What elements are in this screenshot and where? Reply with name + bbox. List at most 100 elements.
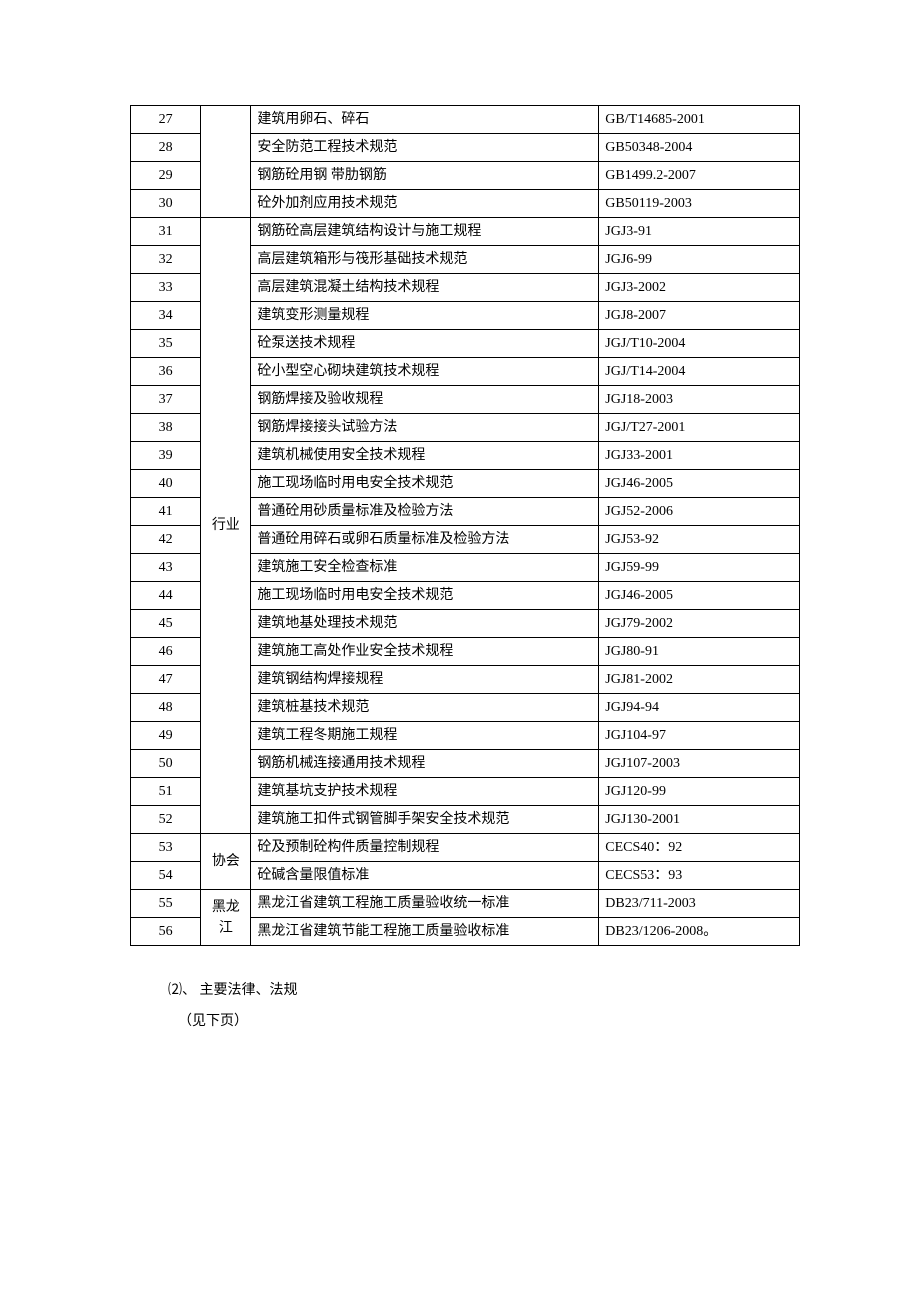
- standard-code: CECS40：92: [599, 834, 800, 862]
- standard-name: 黑龙江省建筑工程施工质量验收统一标准: [251, 890, 599, 918]
- row-number: 47: [131, 666, 201, 694]
- standard-name: 钢筋砼用钢 带肋钢筋: [251, 162, 599, 190]
- standard-code: JGJ81-2002: [599, 666, 800, 694]
- standard-name: 钢筋机械连接通用技术规程: [251, 750, 599, 778]
- row-number: 30: [131, 190, 201, 218]
- standard-name: 建筑地基处理技术规范: [251, 610, 599, 638]
- row-number: 54: [131, 862, 201, 890]
- standard-code: JGJ120-99: [599, 778, 800, 806]
- row-number: 46: [131, 638, 201, 666]
- standard-name: 普通砼用碎石或卵石质量标准及检验方法: [251, 526, 599, 554]
- row-number: 34: [131, 302, 201, 330]
- standard-code: DB23/711-2003: [599, 890, 800, 918]
- standard-name: 建筑施工安全检查标准: [251, 554, 599, 582]
- standard-name: 钢筋砼高层建筑结构设计与施工规程: [251, 218, 599, 246]
- standard-code: JGJ/T14-2004: [599, 358, 800, 386]
- standard-name: 建筑施工高处作业安全技术规程: [251, 638, 599, 666]
- standard-name: 钢筋焊接及验收规程: [251, 386, 599, 414]
- standard-name: 建筑基坑支护技术规程: [251, 778, 599, 806]
- standard-code: JGJ33-2001: [599, 442, 800, 470]
- row-number: 27: [131, 106, 201, 134]
- standard-name: 砼碱含量限值标准: [251, 862, 599, 890]
- standard-name: 黑龙江省建筑节能工程施工质量验收标准: [251, 918, 599, 946]
- row-number: 52: [131, 806, 201, 834]
- standard-code: JGJ6-99: [599, 246, 800, 274]
- row-number: 29: [131, 162, 201, 190]
- footer-section: ⑵、 主要法律、法规 （见下页）: [168, 976, 800, 1038]
- table-row: 31行业钢筋砼高层建筑结构设计与施工规程JGJ3-91: [131, 218, 800, 246]
- row-number: 38: [131, 414, 201, 442]
- row-number: 49: [131, 722, 201, 750]
- row-number: 40: [131, 470, 201, 498]
- standard-code: CECS53：93: [599, 862, 800, 890]
- standard-code: JGJ46-2005: [599, 470, 800, 498]
- row-number: 51: [131, 778, 201, 806]
- standard-code: JGJ52-2006: [599, 498, 800, 526]
- category-cell: [201, 106, 251, 218]
- standard-name: 砼泵送技术规程: [251, 330, 599, 358]
- standard-name: 建筑工程冬期施工规程: [251, 722, 599, 750]
- category-cell: 行业: [201, 218, 251, 834]
- table-row: 53协会砼及预制砼构件质量控制规程CECS40：92: [131, 834, 800, 862]
- standard-name: 砼小型空心砌块建筑技术规程: [251, 358, 599, 386]
- row-number: 41: [131, 498, 201, 526]
- row-number: 55: [131, 890, 201, 918]
- category-cell: 协会: [201, 834, 251, 890]
- standard-name: 建筑机械使用安全技术规程: [251, 442, 599, 470]
- category-cell: 黑龙江: [201, 890, 251, 946]
- standard-name: 普通砼用砂质量标准及检验方法: [251, 498, 599, 526]
- standard-code: JGJ3-91: [599, 218, 800, 246]
- standard-code: JGJ46-2005: [599, 582, 800, 610]
- row-number: 28: [131, 134, 201, 162]
- standard-code: JGJ104-97: [599, 722, 800, 750]
- table-row: 55黑龙江黑龙江省建筑工程施工质量验收统一标准DB23/711-2003: [131, 890, 800, 918]
- row-number: 56: [131, 918, 201, 946]
- standard-name: 建筑钢结构焊接规程: [251, 666, 599, 694]
- standard-code: JGJ3-2002: [599, 274, 800, 302]
- standard-name: 砼外加剂应用技术规范: [251, 190, 599, 218]
- row-number: 43: [131, 554, 201, 582]
- table-row: 27 建筑用卵石、碎石GB/T14685-2001: [131, 106, 800, 134]
- row-number: 35: [131, 330, 201, 358]
- row-number: 48: [131, 694, 201, 722]
- standard-code: GB50119-2003: [599, 190, 800, 218]
- row-number: 45: [131, 610, 201, 638]
- standards-table: 27 建筑用卵石、碎石GB/T14685-2001 28 安全防范工程技术规范GB50…: [130, 105, 800, 946]
- footer-line1: ⑵、 主要法律、法规: [168, 976, 800, 1007]
- standard-code: JGJ80-91: [599, 638, 800, 666]
- standard-code: GB50348-2004: [599, 134, 800, 162]
- standard-code: JGJ107-2003: [599, 750, 800, 778]
- row-number: 37: [131, 386, 201, 414]
- standard-code: JGJ18-2003: [599, 386, 800, 414]
- standard-name: 建筑施工扣件式钢管脚手架安全技术规范: [251, 806, 599, 834]
- standard-name: 建筑用卵石、碎石: [251, 106, 599, 134]
- row-number: 36: [131, 358, 201, 386]
- standard-code: JGJ130-2001: [599, 806, 800, 834]
- row-number: 32: [131, 246, 201, 274]
- standard-code: JGJ8-2007: [599, 302, 800, 330]
- row-number: 39: [131, 442, 201, 470]
- standard-name: 施工现场临时用电安全技术规范: [251, 582, 599, 610]
- standard-code: JGJ94-94: [599, 694, 800, 722]
- standard-name: 高层建筑混凝土结构技术规程: [251, 274, 599, 302]
- row-number: 31: [131, 218, 201, 246]
- standard-name: 建筑变形测量规程: [251, 302, 599, 330]
- standard-code: JGJ59-99: [599, 554, 800, 582]
- standard-name: 高层建筑箱形与筏形基础技术规范: [251, 246, 599, 274]
- standard-code: JGJ/T10-2004: [599, 330, 800, 358]
- row-number: 44: [131, 582, 201, 610]
- standard-name: 建筑桩基技术规范: [251, 694, 599, 722]
- standard-code: JGJ79-2002: [599, 610, 800, 638]
- footer-line2: （见下页）: [178, 1007, 800, 1038]
- standard-name: 钢筋焊接接头试验方法: [251, 414, 599, 442]
- standard-code: GB/T14685-2001: [599, 106, 800, 134]
- standard-name: 施工现场临时用电安全技术规范: [251, 470, 599, 498]
- row-number: 33: [131, 274, 201, 302]
- standard-code: GB1499.2-2007: [599, 162, 800, 190]
- standard-code: JGJ/T27-2001: [599, 414, 800, 442]
- standard-code: JGJ53-92: [599, 526, 800, 554]
- row-number: 42: [131, 526, 201, 554]
- standard-name: 安全防范工程技术规范: [251, 134, 599, 162]
- row-number: 50: [131, 750, 201, 778]
- row-number: 53: [131, 834, 201, 862]
